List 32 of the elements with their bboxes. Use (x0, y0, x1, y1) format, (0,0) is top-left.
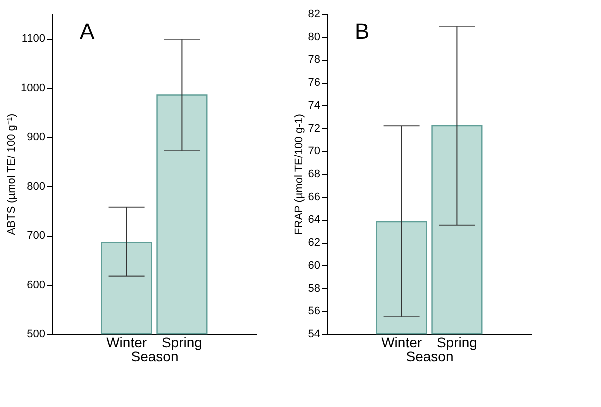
y-tick-label: 1100 (22, 33, 46, 46)
y-axis-title: ABTS (µmol TE/ 100 g⁻¹) (6, 114, 18, 236)
y-tick-label: 60 (308, 260, 320, 272)
y-tick-label: 800 (27, 180, 46, 193)
y-tick-label: 700 (27, 230, 46, 242)
y-axis-title: FRAP (µmol TE/100 g-1) (293, 114, 306, 235)
y-tick-label: 58 (308, 282, 320, 295)
y-tick-label: 1000 (21, 82, 46, 94)
x-axis-title: Season (131, 348, 179, 364)
x-tick-label: Spring (162, 334, 202, 350)
y-tick-label: 600 (27, 279, 46, 292)
x-tick-label: Spring (436, 334, 478, 350)
y-tick-label: 68 (308, 168, 320, 180)
x-tick-label: Winter (382, 334, 422, 350)
y-tick-label: 76 (308, 77, 320, 90)
y-tick-label: 56 (308, 306, 320, 318)
x-tick-label: Winter (106, 334, 148, 350)
y-tick-label: 70 (308, 146, 320, 158)
annotation: B (355, 19, 370, 44)
y-tick-label: 900 (27, 132, 46, 144)
y-tick-label: 500 (27, 328, 46, 340)
y-tick-label: 64 (308, 214, 320, 226)
y-tick-label: 66 (308, 191, 320, 204)
y-tick-label: 54 (308, 328, 320, 340)
annotation: A (80, 19, 95, 44)
y-tick-label: 78 (308, 54, 320, 66)
x-axis-title: Season (406, 348, 454, 364)
y-tick-label: 80 (308, 31, 320, 44)
y-tick-label: 72 (308, 122, 320, 135)
y-tick-label: 82 (308, 8, 320, 20)
y-tick-label: 62 (308, 237, 320, 250)
y-tick-label: 74 (308, 100, 320, 112)
